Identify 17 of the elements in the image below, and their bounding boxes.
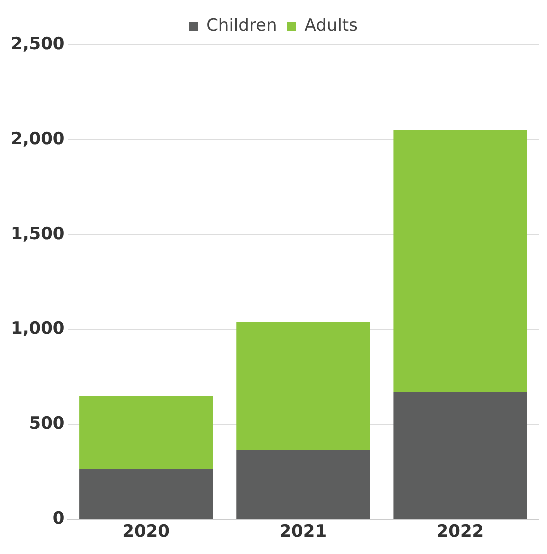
bar	[236, 450, 370, 520]
x-tick-label: 2021	[280, 522, 328, 542]
y-tick-label: 1,500	[10, 224, 65, 244]
y-tick-label: 1,000	[10, 319, 65, 340]
bar	[236, 322, 370, 450]
legend-label: Children	[206, 16, 278, 36]
x-tick-label: 2022	[436, 522, 484, 542]
x-tick-label: 2020	[122, 522, 170, 542]
bar	[80, 396, 214, 470]
bar	[80, 469, 214, 520]
y-tick-label: 2,000	[10, 129, 65, 150]
bar	[394, 130, 528, 392]
y-tick-label: 2,500	[10, 34, 65, 54]
legend-label: Adults	[304, 16, 358, 36]
bar	[394, 392, 528, 520]
y-tick-label: 500	[29, 414, 65, 434]
y-tick-label: 0	[52, 509, 65, 530]
